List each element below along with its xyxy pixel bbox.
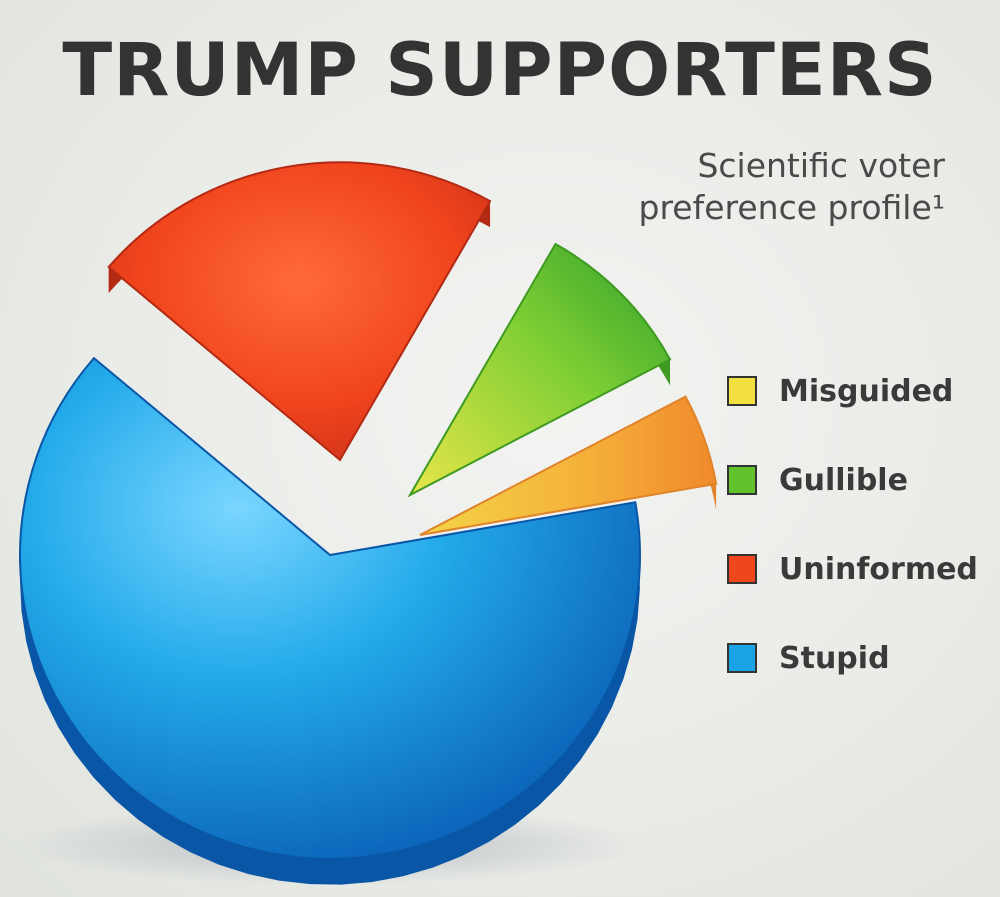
legend: Misguided Gullible Uninformed Stupid xyxy=(727,368,997,724)
pie-slice-misguided xyxy=(419,395,718,536)
legend-swatch-uninformed xyxy=(727,554,757,584)
pie-slice-stupid xyxy=(19,356,641,860)
legend-item-misguided: Misguided xyxy=(727,368,997,414)
pie-slice-uninformed xyxy=(107,161,492,462)
legend-item-uninformed: Uninformed xyxy=(727,546,997,592)
pie-slice-gullible xyxy=(407,242,672,498)
legend-swatch-stupid xyxy=(727,643,757,673)
legend-swatch-misguided xyxy=(727,376,757,406)
legend-label-stupid: Stupid xyxy=(779,640,890,676)
legend-swatch-gullible xyxy=(727,465,757,495)
legend-label-misguided: Misguided xyxy=(779,373,954,409)
legend-label-gullible: Gullible xyxy=(779,462,908,498)
chart-title: TRUMP SUPPORTERS xyxy=(62,28,938,113)
chart-subtitle: Scientific voter preference profile¹ xyxy=(638,146,945,227)
legend-item-gullible: Gullible xyxy=(727,457,997,503)
legend-item-stupid: Stupid xyxy=(727,635,997,681)
legend-label-uninformed: Uninformed xyxy=(779,551,978,587)
